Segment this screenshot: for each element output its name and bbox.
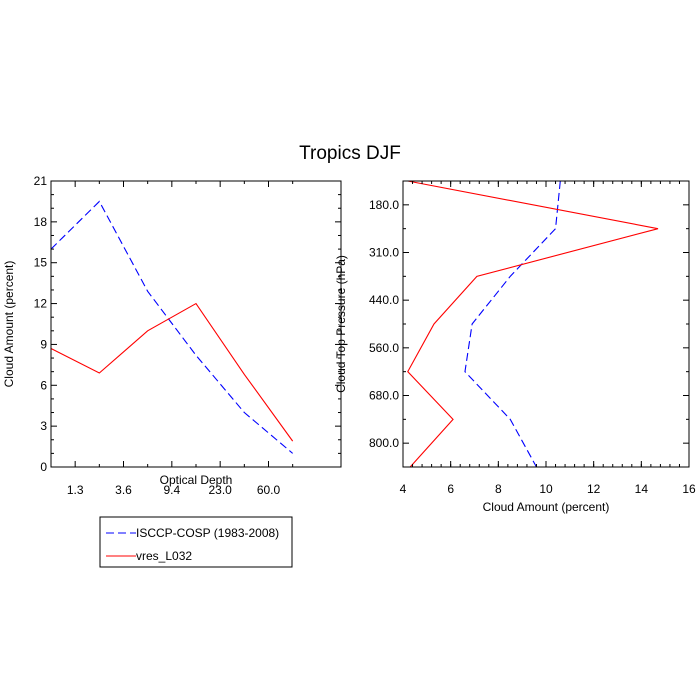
- left-plot-marks: [50, 200, 294, 454]
- left-ytick-label: 0: [40, 460, 47, 474]
- right-xtick-label: 8: [495, 482, 502, 496]
- left-ytick-label: 12: [34, 297, 48, 311]
- legend: ISCCP-COSP (1983-2008) vres_L032: [99, 516, 293, 568]
- legend-label-isccp: ISCCP-COSP (1983-2008): [136, 526, 279, 540]
- left-ytick-label: 15: [34, 256, 48, 270]
- left-xtick-label: 3.6: [115, 483, 132, 497]
- left-xtick-label: 9.4: [163, 483, 180, 497]
- left-plot-frame: [50, 180, 342, 468]
- right-xtick-label: 6: [447, 482, 454, 496]
- right-xtick-label: 14: [635, 482, 649, 496]
- left-series-isccp-line: [50, 200, 294, 454]
- left-ytick-label: 18: [34, 215, 48, 229]
- legend-box: [99, 516, 293, 568]
- right-x-axis-label: Cloud Amount (percent): [483, 500, 610, 514]
- left-xtick-label: 60.0: [257, 483, 281, 497]
- right-xtick-label: 4: [400, 482, 407, 496]
- right-ytick-label: 180.0: [369, 198, 399, 212]
- left-series-model-line: [50, 302, 294, 442]
- right-plot-marks: [407, 180, 659, 468]
- right-ytick-label: 680.0: [369, 389, 399, 403]
- left-y-axis-label: Cloud Amount (percent): [2, 261, 16, 388]
- legend-label-model: vres_L032: [136, 549, 192, 563]
- left-ytick-label: 21: [34, 174, 48, 188]
- right-series-model-line: [407, 180, 659, 468]
- right-panel: 4 6 8 10 12 14 16 180.0 310.0 440.0 560.0 680.0 800.…: [334, 180, 696, 514]
- left-ytick-label: 3: [40, 419, 47, 433]
- right-ytick-label: 800.0: [369, 436, 399, 450]
- right-xtick-label: 10: [539, 482, 553, 496]
- right-ytick-label: 310.0: [369, 246, 399, 260]
- right-series-isccp-line: [464, 180, 561, 468]
- left-ytick-label: 6: [40, 378, 47, 392]
- left-ytick-label: 9: [40, 337, 47, 351]
- left-xtick-label: 23.0: [208, 483, 232, 497]
- right-xtick-label: 12: [587, 482, 601, 496]
- left-panel: 0 3 6 9 12 15 18 21 1.3 3.6 9.4 23.0 60.0 Optical De…: [2, 174, 342, 497]
- right-axis-ticks: 4 6 8 10 12 14 16 180.0 310.0 440.0 560.0 680.0 800.…: [369, 180, 696, 496]
- left-x-axis-label: Optical Depth: [160, 473, 233, 487]
- left-xtick-label: 1.3: [67, 483, 84, 497]
- right-plot-frame: [402, 180, 690, 468]
- right-y-axis-label: Cloud Top Pressure (hPa): [334, 255, 348, 393]
- chart-title: Tropics DJF: [299, 143, 401, 164]
- left-axis-ticks: 0 3 6 9 12 15 18 21 1.3 3.6 9.4 23.0 60.0: [34, 174, 342, 497]
- right-ytick-label: 440.0: [369, 293, 399, 307]
- right-ytick-label: 560.0: [369, 341, 399, 355]
- right-xtick-label: 16: [682, 482, 696, 496]
